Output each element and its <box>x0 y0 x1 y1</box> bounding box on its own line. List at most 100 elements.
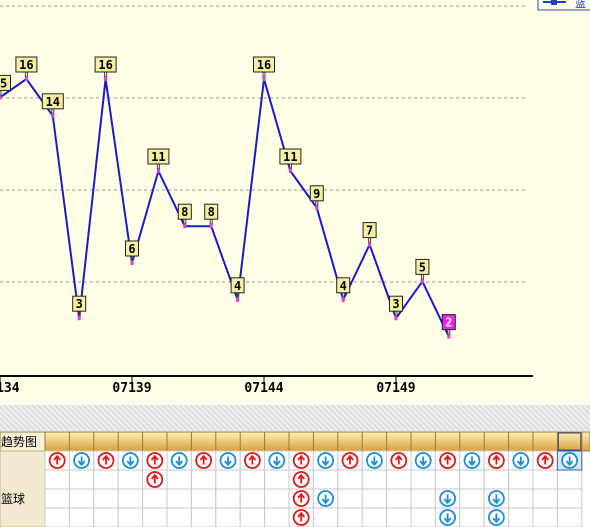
grid-cell <box>166 488 192 509</box>
point-label-box <box>415 258 430 275</box>
data-point: 14 <box>41 93 64 118</box>
up-arrow-icon <box>439 452 457 469</box>
grid-cell <box>93 488 119 509</box>
up-arrow-icon <box>292 509 310 526</box>
grid-cell <box>166 469 192 490</box>
grid-cell <box>508 488 534 509</box>
grid-cell <box>44 507 70 527</box>
down-arrow-icon <box>439 509 457 526</box>
up-arrow-icon <box>195 452 213 469</box>
point-label: 8 <box>181 205 188 219</box>
grid-cell <box>239 488 266 509</box>
down-arrow-icon <box>414 452 432 469</box>
grid-cell <box>190 488 217 509</box>
grid-cell <box>68 507 95 527</box>
point-label: 4 <box>340 279 347 293</box>
data-point: 4 <box>230 277 245 302</box>
point-label: 16 <box>257 58 271 72</box>
grid-cell <box>410 507 436 527</box>
point-label: 6 <box>128 242 135 256</box>
point-marker <box>262 76 266 81</box>
grid-cell <box>386 469 412 490</box>
point-label-box <box>15 56 38 73</box>
grid-cell <box>44 488 70 509</box>
point-label-box <box>279 148 302 165</box>
point-marker <box>156 168 160 173</box>
data-point: 7 <box>362 222 377 247</box>
grid-cell <box>556 488 583 509</box>
data-point: 3 <box>72 295 87 321</box>
point-marker <box>394 315 398 321</box>
data-point: 3 <box>389 295 403 321</box>
data-point: 11 <box>147 148 170 173</box>
grid-cell <box>532 488 558 509</box>
row-label: 篮球 <box>1 491 25 506</box>
point-label: 7 <box>366 224 373 238</box>
series-line <box>0 77 450 338</box>
point-marker <box>447 333 451 339</box>
down-arrow-icon <box>365 452 383 469</box>
grid-cell <box>532 507 558 527</box>
grid-cell <box>264 488 290 509</box>
point-label: 5 <box>419 260 426 274</box>
point-marker <box>0 94 2 100</box>
grid-cell <box>410 488 436 509</box>
data-point: 9 <box>309 185 324 210</box>
point-marker <box>183 223 187 229</box>
grid-cell <box>361 469 388 490</box>
point-label: 16 <box>98 58 112 72</box>
point-label-box <box>177 203 192 220</box>
point-label-box <box>441 314 456 331</box>
point-label: 15 <box>0 76 7 90</box>
grid-cell <box>68 469 95 490</box>
data-point: 4 <box>336 277 351 302</box>
grid-cell <box>44 469 70 490</box>
grid-cell <box>556 469 583 490</box>
point-marker <box>236 296 240 302</box>
header-current-cell[interactable] <box>557 432 582 451</box>
point-label-box <box>204 203 219 220</box>
grid-cell <box>68 488 95 509</box>
x-axis-tick-label: 07134 <box>0 381 20 396</box>
up-arrow-icon <box>536 452 554 469</box>
grid-cell <box>215 488 241 509</box>
grid-cell <box>434 469 461 490</box>
point-label-box <box>147 148 170 165</box>
point-label-box <box>0 74 11 91</box>
point-marker <box>315 204 319 210</box>
data-point: 2 <box>441 314 456 339</box>
point-marker <box>420 278 424 284</box>
down-arrow-icon <box>512 452 530 469</box>
down-arrow-icon <box>121 452 139 469</box>
grid-cell <box>93 469 119 490</box>
grid-cell <box>361 507 388 527</box>
grid-cell <box>93 507 119 527</box>
grid-header-row: 趋势图 <box>0 431 590 452</box>
x-axis-tick-label: 07139 <box>112 381 151 396</box>
down-arrow-icon <box>73 452 90 469</box>
header-label: 趋势图 <box>1 435 37 449</box>
up-arrow-icon <box>146 452 164 469</box>
up-arrow-icon <box>146 471 164 488</box>
up-arrow-icon <box>48 452 66 469</box>
down-arrow-icon <box>487 509 505 526</box>
point-marker <box>24 76 28 81</box>
down-arrow-icon <box>268 452 286 469</box>
point-marker <box>77 315 81 321</box>
point-marker <box>288 168 292 173</box>
down-arrow-icon <box>561 452 578 469</box>
point-label-box <box>72 295 87 312</box>
grid-cell <box>459 488 485 509</box>
point-label: 14 <box>46 95 60 109</box>
trend-chart: 0713407139071440714913151614316611884161… <box>0 0 590 396</box>
point-label: 3 <box>392 297 399 311</box>
grid-cell <box>312 507 339 527</box>
down-arrow-icon <box>463 452 481 469</box>
grid-cell <box>239 507 266 527</box>
grid-cell <box>190 469 217 490</box>
grid-cell <box>312 469 339 490</box>
grid-cell <box>361 488 388 509</box>
point-label: 11 <box>151 150 165 164</box>
grid-cell <box>483 469 510 490</box>
